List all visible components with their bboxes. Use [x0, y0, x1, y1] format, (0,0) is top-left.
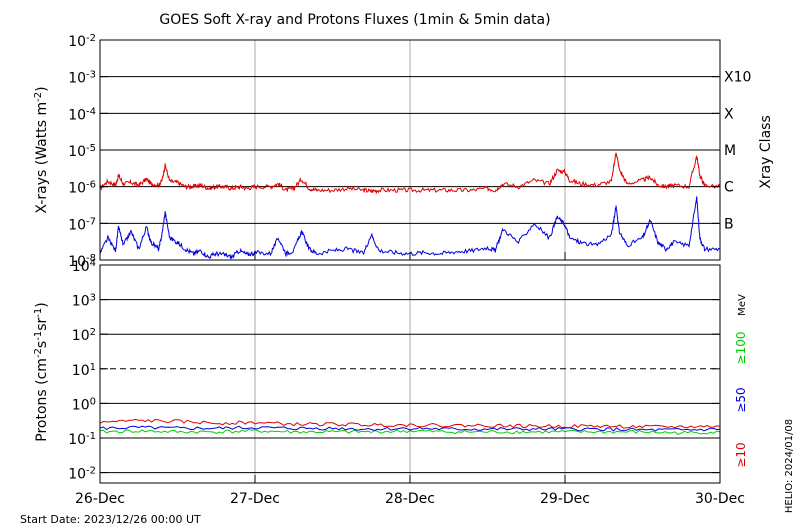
proton-y-tick-label: 104: [72, 258, 96, 276]
x-tick-label: 30-Dec: [695, 491, 745, 507]
proton-energy-unit: MeV: [737, 294, 748, 316]
xray-y-axis-label: X-rays (Watts m-2): [33, 86, 51, 213]
proton-gridlines: [100, 265, 720, 483]
xray-class-axis-title: Xray Class: [758, 115, 774, 189]
x-tick-label: 28-Dec: [385, 491, 435, 507]
proton-panel: 10-2 10-1 100 101 102 103 104 MeV ≥100 ≥50 ≥10 Pr…: [33, 258, 748, 484]
xray-y-tick-label: 10-3: [68, 69, 96, 87]
proton-y-tick-label: 101: [72, 361, 96, 379]
xray-gridlines: [100, 40, 720, 260]
series-line: [99, 425, 721, 432]
xray-panel: 10-8 10-7 10-6 10-5 10-4 10-3 10-2 X10 X M C B Xra…: [33, 33, 775, 271]
x-tick-label: 27-Dec: [230, 491, 280, 507]
proton-y-ticks: 10-2 10-1 100 101 102 103 104: [68, 258, 720, 483]
series-line: [99, 196, 721, 260]
xray-class-label: B: [724, 216, 734, 232]
proton-series-group: [99, 418, 721, 436]
series-line: [99, 152, 721, 195]
xray-class-label: M: [724, 143, 736, 159]
proton-energy-label: ≥50: [734, 387, 748, 412]
x-tick-label: 29-Dec: [540, 491, 590, 507]
xray-y-tick-label: 10-2: [68, 33, 96, 51]
chart-title: GOES Soft X-ray and Protons Fluxes (1min…: [159, 12, 550, 28]
proton-energy-label: ≥100: [734, 332, 748, 365]
xray-y-tick-label: 10-5: [68, 143, 96, 161]
xray-y-tick-label: 10-6: [68, 179, 96, 197]
proton-y-tick-label: 10-1: [68, 430, 96, 448]
x-ticks: 26-Dec 27-Dec 28-Dec 29-Dec 30-Dec: [75, 252, 745, 507]
series-line: [99, 418, 721, 429]
proton-y-tick-label: 10-2: [68, 465, 96, 483]
proton-y-tick-label: 100: [72, 396, 96, 414]
proton-y-tick-label: 102: [72, 327, 96, 345]
xray-y-tick-label: 10-8: [68, 253, 96, 271]
proton-y-tick-label: 103: [72, 292, 96, 310]
proton-energy-label: ≥10: [734, 442, 748, 467]
xray-class-labels: X10 X M C B: [724, 70, 751, 233]
xray-series-group: [99, 152, 721, 260]
xray-y-tick-label: 10-4: [68, 106, 96, 124]
xray-class-label: X: [724, 106, 734, 122]
credit-label: HELIO: 2024/01/08: [784, 419, 795, 513]
proton-y-axis-label: Protons (cm-2s-1sr-1): [33, 302, 51, 441]
xray-class-label: C: [724, 180, 734, 196]
xray-class-label: X10: [724, 70, 751, 86]
xray-y-tick-label: 10-7: [68, 216, 96, 234]
proton-energy-labels: MeV ≥100 ≥50 ≥10: [734, 294, 748, 468]
xray-y-ticks: 10-8 10-7 10-6 10-5 10-4 10-3 10-2: [68, 33, 720, 271]
x-tick-label: 26-Dec: [75, 491, 125, 507]
start-date-label: Start Date: 2023/12/26 00:00 UT: [20, 513, 201, 526]
